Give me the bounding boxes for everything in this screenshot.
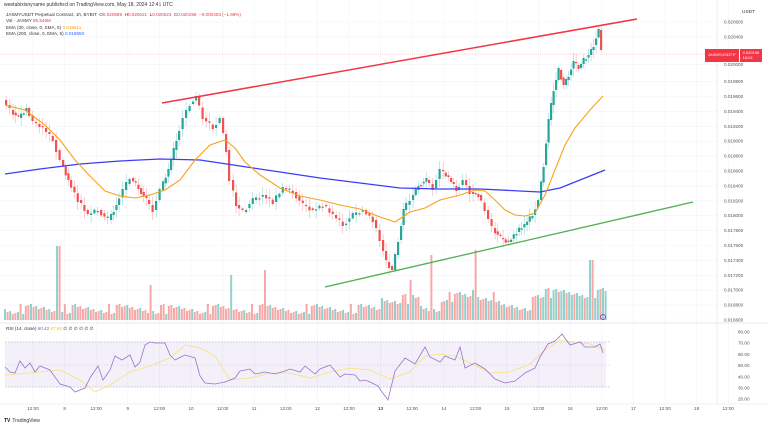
rsi-axis[interactable]: 80.00 70.00 60.00 50.00 40.00 30.00 20.00 bbox=[738, 330, 750, 402]
time-tick: 17 bbox=[630, 406, 636, 411]
tradingview-logo-text: TradingView bbox=[12, 418, 40, 424]
high-value: 0.020621 bbox=[127, 12, 148, 17]
rsi-value: 60.42 bbox=[37, 326, 50, 331]
price-tick: 0.019400 bbox=[724, 109, 744, 114]
ema200-line bbox=[4, 158, 606, 193]
time-tick: 9 bbox=[126, 406, 130, 411]
time-tick: 12:00 bbox=[153, 406, 166, 411]
price-tick: 0.020000 bbox=[724, 62, 744, 67]
low-value: 0.020023 bbox=[152, 12, 172, 17]
time-tick: 16 bbox=[567, 406, 573, 411]
time-tick: 13 bbox=[378, 406, 384, 411]
price-tick: 0.018000 bbox=[724, 213, 744, 218]
time-tick: 12:00 bbox=[216, 406, 229, 411]
tradingview-logo[interactable]: TV TradingView bbox=[4, 418, 40, 424]
price-tick: 0.019200 bbox=[724, 124, 744, 129]
price-tick: 0.020600 bbox=[724, 20, 744, 25]
ema30-line bbox=[4, 95, 604, 223]
price-tick: 0.017200 bbox=[724, 273, 744, 278]
ema200-row[interactable]: EMA (200, close, 0, EMA, 5) 0.018550 bbox=[6, 31, 85, 37]
time-tick: 12:00 bbox=[469, 406, 482, 411]
support-trendline[interactable] bbox=[324, 201, 694, 288]
price-tick: 0.017400 bbox=[724, 258, 744, 263]
rsi-line bbox=[4, 333, 604, 401]
last-price-tag: JASMYUSDT.P 0.020196 18:24 bbox=[705, 49, 763, 62]
ema30-value: 0.019611 bbox=[62, 24, 82, 30]
price-tag-symbol: JASMYUSDT.P bbox=[705, 49, 740, 62]
price-tick: 0.020400 bbox=[724, 34, 744, 39]
time-tick: 12:00 bbox=[596, 406, 608, 411]
rsi-band-background bbox=[5, 342, 606, 387]
publish-attribution: weetabixisnyname published on TradingVie… bbox=[4, 2, 173, 8]
price-tick: 0.016600 bbox=[724, 318, 744, 323]
time-tick: 12:00 bbox=[343, 406, 355, 411]
time-tick: 12:00 bbox=[659, 406, 671, 411]
ema30-row[interactable]: EMA (30, close, 0, SMA, 5) 0.019611 bbox=[6, 24, 82, 30]
time-tick: 18 bbox=[694, 406, 700, 411]
volume-bars bbox=[4, 246, 607, 320]
tradingview-logo-icon: TV bbox=[4, 418, 11, 424]
change-value: −0.000403 (−1.96%) bbox=[199, 12, 241, 17]
time-axis[interactable]: 12:00 8 12:00 9 12:00 10 12:00 11 12:00 12 12:00 13… bbox=[0, 404, 734, 414]
rsi-tick: 20.00 bbox=[738, 397, 750, 402]
price-tick: 0.018200 bbox=[724, 198, 744, 203]
rsi-ma-value: 67.86 bbox=[50, 326, 62, 331]
resistance-trendline[interactable] bbox=[161, 18, 638, 104]
rsi-label: RSI (14, close) bbox=[6, 326, 37, 331]
price-tick: 0.018400 bbox=[724, 183, 744, 188]
price-tag-price: 0.020196 bbox=[742, 50, 760, 55]
chart-legend: JASMYUSDT Perpetual Contract, 1h, BYBIT … bbox=[6, 12, 241, 38]
rsi-legend[interactable]: RSI (14, close) 60.42 67.86 ∅ ∅ ∅ ∅ ∅ ∅ bbox=[6, 326, 94, 332]
time-tick: 12:00 bbox=[27, 406, 39, 411]
price-tick: 0.017800 bbox=[724, 228, 744, 233]
time-tick: 12:00 bbox=[90, 406, 102, 411]
time-tick: 12:00 bbox=[406, 406, 418, 411]
time-tick: 12:00 bbox=[532, 406, 545, 411]
time-tick: 8 bbox=[63, 406, 66, 411]
ema200-value: 0.018550 bbox=[64, 31, 85, 37]
time-tick: 11 bbox=[251, 406, 257, 411]
price-axis[interactable]: 0.020600 0.020400 0.020000 0.019800 0.019600… bbox=[724, 20, 744, 323]
time-tick: 12 bbox=[314, 406, 320, 411]
price-tick: 0.018800 bbox=[724, 154, 744, 159]
candlesticks bbox=[5, 27, 603, 276]
time-tick: 10 bbox=[188, 406, 194, 411]
open-value: 0.020599 bbox=[102, 12, 123, 17]
rsi-tick: 40.00 bbox=[738, 374, 750, 379]
time-tick: 12:00 bbox=[280, 406, 292, 411]
rsi-tick: 50.00 bbox=[738, 363, 750, 368]
price-tag-countdown: 18:24 bbox=[742, 55, 753, 60]
price-tick: 0.018600 bbox=[724, 169, 744, 174]
volume-row[interactable]: Vol · JASMY 85.546M bbox=[6, 18, 51, 24]
price-tick: 0.016800 bbox=[724, 303, 744, 308]
volume-value: 85.546M bbox=[32, 18, 51, 24]
symbol-label[interactable]: JASMYUSDT Perpetual Contract, 1h, BYBIT bbox=[6, 12, 97, 17]
price-tick: 0.019000 bbox=[724, 139, 744, 144]
currency-label: USDT bbox=[742, 10, 756, 15]
price-tick: 0.017600 bbox=[724, 243, 744, 248]
price-tick: 0.017000 bbox=[724, 288, 744, 293]
rsi-placeholders: ∅ ∅ ∅ ∅ ∅ ∅ bbox=[63, 326, 94, 331]
price-tick: 0.019600 bbox=[724, 94, 744, 99]
rsi-tick: 70.00 bbox=[738, 341, 750, 346]
close-value: 0.020196 bbox=[177, 12, 197, 17]
ohlc-row: JASMYUSDT Perpetual Contract, 1h, BYBIT … bbox=[6, 12, 241, 17]
rsi-tick: 30.00 bbox=[738, 386, 750, 391]
rsi-ma-line bbox=[4, 339, 606, 393]
time-tick: 12:00 bbox=[722, 406, 734, 411]
time-tick: 14 bbox=[441, 406, 447, 411]
price-tick: 0.019800 bbox=[724, 79, 744, 84]
rsi-tick: 60.00 bbox=[738, 352, 750, 357]
rsi-tick: 80.00 bbox=[738, 330, 750, 335]
time-tick: 15 bbox=[504, 406, 510, 411]
